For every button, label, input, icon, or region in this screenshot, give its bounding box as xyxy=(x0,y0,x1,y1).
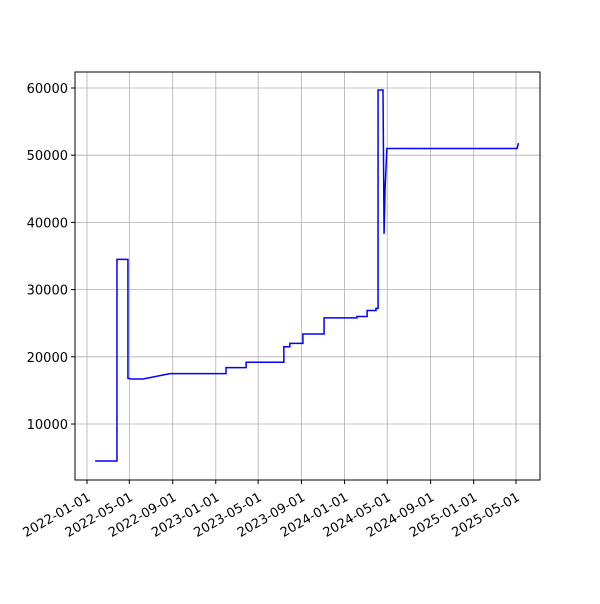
plot-frame xyxy=(74,71,541,481)
y-tick-label: 60000 xyxy=(27,82,68,97)
y-tick-label: 10000 xyxy=(27,418,68,433)
y-tick-label: 40000 xyxy=(27,216,68,231)
y-tick-label: 50000 xyxy=(27,149,68,164)
y-tick-label: 30000 xyxy=(27,284,68,299)
y-tick-label: 20000 xyxy=(27,351,68,366)
line xyxy=(95,89,520,462)
